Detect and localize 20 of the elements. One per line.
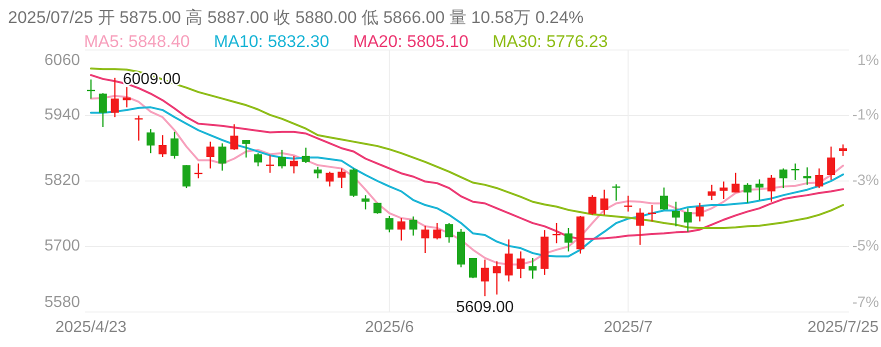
annotation: 5609.00	[456, 299, 514, 316]
y-tick-label: 5700	[44, 238, 80, 255]
y-tick-label: 6060	[44, 52, 80, 70]
y-tick-label: 5940	[44, 106, 80, 124]
text: MA20: 5805.10	[353, 32, 468, 51]
y-tick-label: 5820	[44, 172, 80, 190]
y2-tick-label: 1%	[857, 52, 879, 69]
x-tick-label: 2025/4/23	[55, 319, 127, 336]
text: MA10: 5832.30	[214, 32, 330, 51]
text: MA5: 5848.40	[84, 32, 190, 51]
text: MA30: 5776.23	[492, 32, 608, 51]
x-tick-label: 2025/7/25	[807, 319, 879, 336]
y2-tick-label: -5%	[852, 237, 879, 254]
x-tick-label: 2025/7	[604, 319, 653, 336]
chart-title: 2025/07/25 开 5875.00 高 5887.00 收 5880.00 低 5866.00 量 10.58万 0.24%	[8, 8, 584, 27]
x-tick-label: 2025/6	[364, 319, 414, 336]
y2-tick-label: -3%	[852, 172, 879, 189]
y2-tick-label: -7%	[852, 294, 879, 311]
y2-tick-label: -1%	[852, 106, 879, 124]
y-tick-label: 5580	[44, 294, 80, 312]
